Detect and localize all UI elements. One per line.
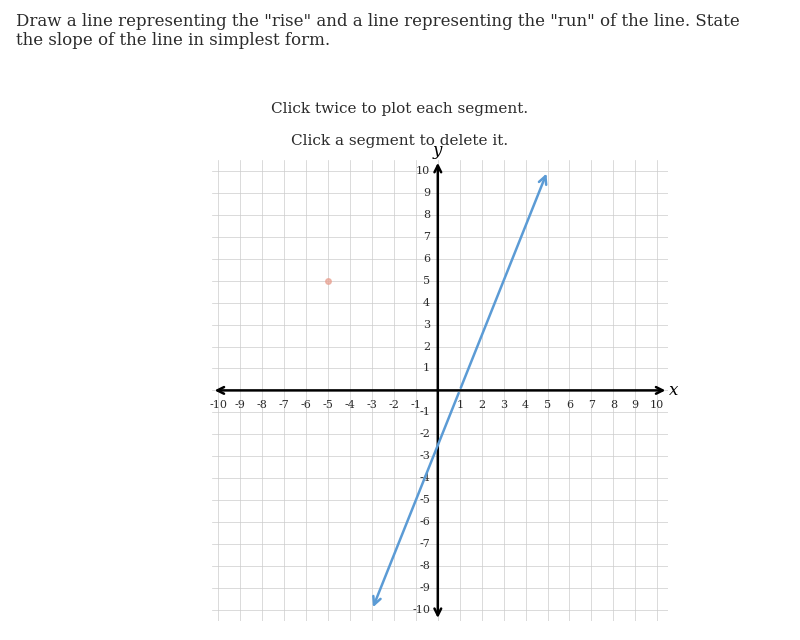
Text: 5: 5 bbox=[544, 400, 551, 410]
Text: 6: 6 bbox=[566, 400, 573, 410]
Text: x: x bbox=[670, 382, 678, 399]
Text: 3: 3 bbox=[423, 319, 430, 330]
Text: 3: 3 bbox=[500, 400, 507, 410]
Text: 7: 7 bbox=[588, 400, 595, 410]
Text: -6: -6 bbox=[419, 517, 430, 527]
Text: -5: -5 bbox=[419, 495, 430, 505]
Text: Click a segment to delete it.: Click a segment to delete it. bbox=[291, 134, 509, 148]
Text: -6: -6 bbox=[301, 400, 311, 410]
Text: -8: -8 bbox=[419, 561, 430, 571]
Text: 2: 2 bbox=[478, 400, 486, 410]
Text: 8: 8 bbox=[423, 210, 430, 220]
Text: -1: -1 bbox=[419, 407, 430, 417]
Text: -7: -7 bbox=[419, 539, 430, 549]
Text: -9: -9 bbox=[419, 583, 430, 593]
Text: 2: 2 bbox=[423, 342, 430, 351]
Text: 9: 9 bbox=[632, 400, 639, 410]
Text: 10: 10 bbox=[416, 166, 430, 176]
Text: -4: -4 bbox=[419, 473, 430, 483]
Text: -5: -5 bbox=[322, 400, 334, 410]
Text: 1: 1 bbox=[423, 364, 430, 374]
Text: 8: 8 bbox=[610, 400, 617, 410]
Text: -9: -9 bbox=[235, 400, 246, 410]
Text: y: y bbox=[433, 142, 442, 159]
Text: 9: 9 bbox=[423, 188, 430, 198]
Text: Draw a line representing the "rise" and a line representing the "run" of the lin: Draw a line representing the "rise" and … bbox=[16, 13, 740, 49]
Text: -2: -2 bbox=[389, 400, 399, 410]
Text: 4: 4 bbox=[423, 298, 430, 308]
Text: -7: -7 bbox=[279, 400, 290, 410]
Text: -1: -1 bbox=[410, 400, 422, 410]
Text: 4: 4 bbox=[522, 400, 529, 410]
Text: -3: -3 bbox=[366, 400, 378, 410]
Text: -10: -10 bbox=[412, 605, 430, 615]
Text: -4: -4 bbox=[345, 400, 355, 410]
Text: 6: 6 bbox=[423, 253, 430, 264]
Text: Click twice to plot each segment.: Click twice to plot each segment. bbox=[271, 102, 529, 116]
Text: 10: 10 bbox=[650, 400, 664, 410]
Text: -10: -10 bbox=[210, 400, 227, 410]
Text: 5: 5 bbox=[423, 276, 430, 285]
Text: -8: -8 bbox=[257, 400, 268, 410]
Text: 7: 7 bbox=[423, 232, 430, 242]
Text: -3: -3 bbox=[419, 451, 430, 461]
Text: -2: -2 bbox=[419, 429, 430, 439]
Text: 1: 1 bbox=[456, 400, 463, 410]
